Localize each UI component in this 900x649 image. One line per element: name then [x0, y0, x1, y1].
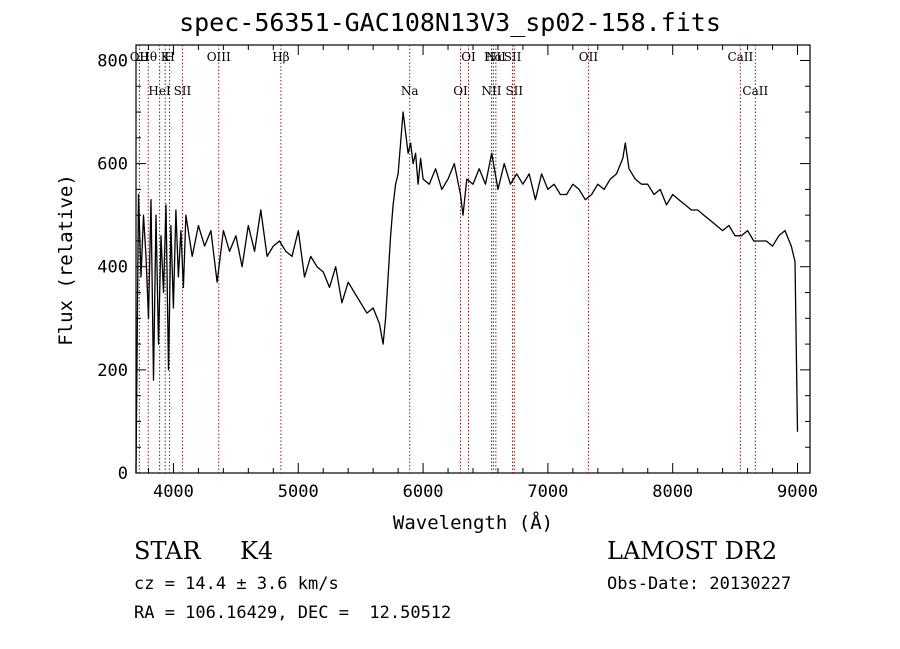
y-tick-label: 600 [97, 155, 128, 175]
y-tick-label: 400 [97, 258, 128, 278]
x-axis-label: Wavelength (Å) [393, 511, 553, 534]
y-tick-label: 200 [97, 361, 128, 381]
spectral-line-label-top: H [164, 50, 174, 64]
survey-name: LAMOST DR2 [607, 537, 778, 565]
spectral-line-label-top: Hα [484, 50, 503, 64]
spectral-line-label-bottom: CaII [742, 84, 768, 98]
x-tick-label: 9000 [777, 482, 818, 502]
spectral-line-label-top: OIII [207, 50, 231, 64]
spectral-line-label-top: CaII [727, 50, 753, 64]
object-subclass: K4 [240, 537, 274, 565]
line-markers [138, 45, 756, 473]
spectral-line-label-bottom: SII [505, 84, 523, 98]
spectral-line-label-top: NII [486, 50, 506, 64]
x-tick-label: 7000 [527, 482, 568, 502]
x-tick-label: 4000 [153, 482, 194, 502]
spectral-line-label-top: K [161, 50, 171, 64]
y-tick-label: 0 [118, 464, 128, 484]
spectral-line-label-top: Hβ [272, 50, 289, 64]
spectral-line-label-bottom: OI [453, 84, 468, 98]
spectral-line-label-bottom: Na [401, 84, 419, 98]
object-class: STAR [134, 537, 201, 565]
spectral-line-label-bottom: NII [481, 84, 501, 98]
x-tick-label: 6000 [403, 482, 444, 502]
spectrum-line [135, 111, 799, 474]
obs-date: Obs-Date: 20130227 [607, 574, 792, 594]
spectral-line-label-top: OII [579, 50, 599, 64]
spectrum-series [135, 111, 799, 474]
axis-tick-labels: 4000 5000 6000 7000 8000 9000 0 200 400 600 800 [97, 51, 818, 502]
spectral-line-label-top: SII [504, 50, 522, 64]
spectral-line-label-top: Hθ [139, 50, 157, 64]
x-tick-label: 8000 [652, 482, 693, 502]
chart-title: spec-56351-GAC108N13V3_sp02-158.fits [179, 8, 721, 37]
plot-frame [135, 44, 811, 474]
axis-ticks [136, 45, 810, 474]
x-tick-label: 5000 [278, 482, 319, 502]
redshift-value: cz = 14.4 ± 3.6 km/s [134, 574, 339, 594]
y-tick-label: 800 [97, 51, 128, 71]
spectral-line-label-bottom: HeI [148, 84, 171, 98]
y-axis-label: Flux (relative) [55, 174, 77, 346]
spectral-line-label-bottom: SII [174, 84, 192, 98]
coordinates: RA = 106.16429, DEC = 12.50512 [134, 603, 452, 623]
spectral-line-label-top: OI [461, 50, 476, 64]
